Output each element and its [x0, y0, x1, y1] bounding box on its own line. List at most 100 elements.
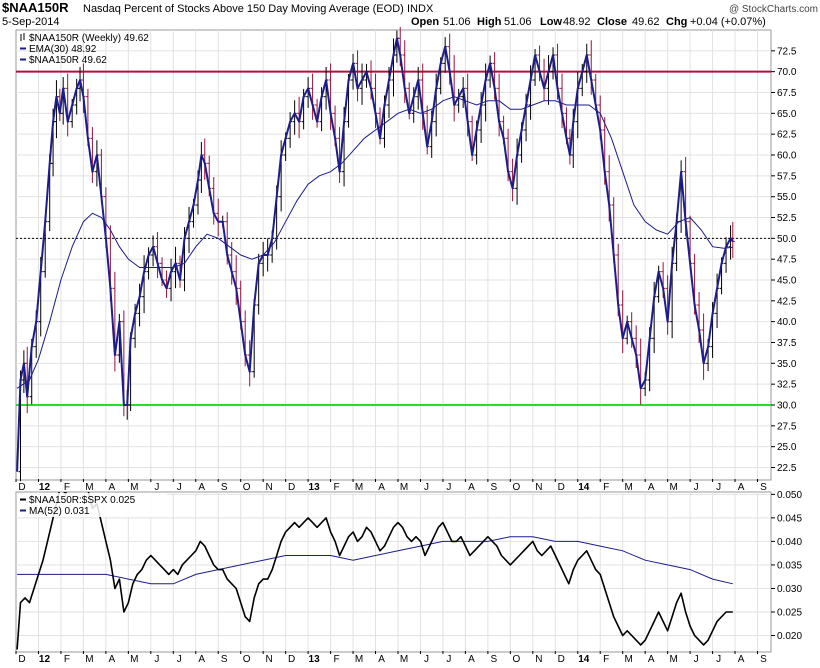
legend-bars-icon — [20, 33, 25, 41]
ratio-y-tick-label: 0.050 — [777, 490, 802, 501]
ratio-series — [16, 492, 733, 650]
month-label: D — [18, 654, 25, 665]
month-label: F — [603, 654, 609, 665]
month-label: F — [334, 654, 340, 665]
month-label: S — [760, 482, 767, 493]
month-axis-main: D 12 F M A M J J A S O N D 13 F M A M J J A S O N D 14 F M A M J J A S — [15, 479, 767, 493]
month-label: J — [177, 482, 182, 493]
main-y-tick-label: 25.0 — [777, 442, 797, 453]
main-y-tick-label: 55.0 — [777, 192, 797, 203]
chart-description: Nasdaq Percent of Stocks Above 150 Day M… — [83, 3, 404, 15]
month-label: A — [468, 654, 475, 665]
month-label: D — [288, 482, 295, 493]
main-y-tick-label: 27.5 — [777, 421, 797, 432]
main-y-tick-label: 42.5 — [777, 296, 797, 307]
ratio-y-tick-label: 0.040 — [777, 537, 802, 548]
month-label: M — [400, 654, 408, 665]
ratio-legend-bg — [17, 493, 167, 517]
month-label: O — [243, 654, 251, 665]
month-label: J — [694, 482, 699, 493]
main-series — [16, 37, 734, 472]
high-value: 51.06 — [504, 16, 532, 28]
main-y-tick-label: 32.5 — [777, 380, 797, 391]
month-label: D — [288, 654, 295, 665]
month-label: O — [243, 482, 251, 493]
main-y-tick-label: 47.5 — [777, 255, 797, 266]
month-label: A — [648, 654, 655, 665]
main-y-tick-label: 35.0 — [777, 359, 797, 370]
main-panel: 72.5 70.0 67.5 65.0 62.5 60.0 57.5 55.0 52.5 50.0… — [15, 27, 797, 482]
ma52-line — [17, 536, 733, 585]
main-y-tick-label: 62.5 — [777, 130, 797, 141]
month-label: D — [18, 482, 25, 493]
month-label: S — [221, 482, 228, 493]
month-label: A — [198, 654, 205, 665]
main-y-tick-label: 52.5 — [777, 213, 797, 224]
ratio-grid — [16, 492, 771, 652]
month-label: 13 — [309, 654, 321, 665]
month-label: F — [334, 482, 340, 493]
month-label: M — [130, 654, 138, 665]
main-y-tick-label: 67.5 — [777, 88, 797, 99]
month-label: D — [558, 482, 565, 493]
main-plot-frame — [15, 29, 772, 481]
chart-exchange: INDX — [407, 3, 434, 15]
month-label: M — [355, 482, 363, 493]
month-label: O — [512, 482, 520, 493]
month-label: F — [64, 482, 70, 493]
open-value: 51.06 — [443, 16, 471, 28]
ratio-line — [16, 492, 733, 650]
month-label: S — [760, 654, 767, 665]
watermark: @ StockCharts.com — [729, 4, 818, 15]
ratio-y-axis: 0.050 0.045 0.040 0.035 0.030 0.025 0.020 — [771, 490, 802, 642]
quote-bar: Open 51.06 High 51.06 Low 48.92 Close 49… — [411, 16, 766, 28]
month-label: M — [85, 482, 93, 493]
main-y-tick-label: 45.0 — [777, 276, 797, 287]
month-label: N — [535, 654, 542, 665]
main-y-tick-label: 37.5 — [777, 338, 797, 349]
close-value: 49.62 — [632, 16, 660, 28]
month-label: J — [154, 654, 159, 665]
month-label: M — [400, 482, 408, 493]
main-y-tick-label: 70.0 — [777, 67, 797, 78]
month-label: A — [468, 482, 475, 493]
month-label: A — [738, 654, 745, 665]
main-y-tick-label: 22.5 — [777, 463, 797, 474]
month-label: J — [154, 482, 159, 493]
legend-entry-ratio: $NAA150R:$SPX 0.025 — [29, 495, 136, 506]
month-label: F — [603, 482, 609, 493]
month-label: J — [424, 482, 429, 493]
month-label: A — [109, 654, 116, 665]
month-label: S — [221, 654, 228, 665]
chart-date: 5-Sep-2014 — [2, 16, 60, 28]
main-y-tick-label: 50.0 — [777, 234, 797, 245]
ratio-y-tick-label: 0.025 — [777, 608, 802, 619]
ratio-panel: 0.050 0.045 0.040 0.035 0.030 0.025 0.020 $NAA… — [15, 490, 802, 653]
month-label: M — [625, 654, 633, 665]
month-label: A — [378, 654, 385, 665]
main-y-tick-label: 60.0 — [777, 151, 797, 162]
month-label: M — [669, 654, 677, 665]
month-label: M — [355, 654, 363, 665]
month-label: J — [716, 654, 721, 665]
month-label: J — [446, 654, 451, 665]
main-y-tick-label: 65.0 — [777, 109, 797, 120]
month-label: 13 — [309, 482, 321, 493]
month-label: O — [512, 654, 520, 665]
month-label: A — [738, 482, 745, 493]
legend-entry-ema: EMA(30) 48.92 — [29, 44, 97, 55]
month-label: 14 — [578, 482, 590, 493]
low-label: Low — [540, 16, 562, 28]
month-label: 12 — [39, 654, 51, 665]
chart-symbol: $NAA150R — [2, 0, 69, 15]
main-y-axis: 72.5 70.0 67.5 65.0 62.5 60.0 57.5 55.0 52.5 50.0… — [771, 46, 797, 474]
month-label: J — [177, 654, 182, 665]
ratio-y-tick-label: 0.020 — [777, 631, 802, 642]
chg-label: Chg — [666, 16, 687, 28]
open-label: Open — [411, 16, 439, 28]
ratio-y-tick-label: 0.030 — [777, 584, 802, 595]
month-label: J — [424, 654, 429, 665]
